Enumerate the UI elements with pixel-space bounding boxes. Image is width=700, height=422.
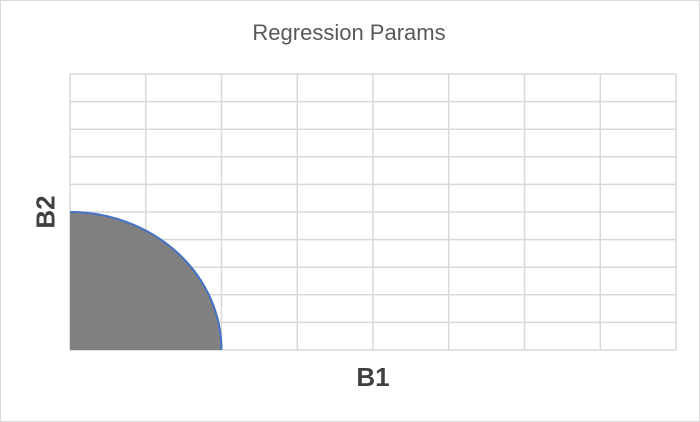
chart-title: Regression Params — [252, 20, 446, 45]
y-axis-label: B2 — [30, 195, 61, 229]
x-axis-label: B1 — [356, 362, 390, 392]
series-outline-0 — [69, 211, 223, 351]
series-layer — [69, 211, 223, 351]
series-area-0 — [70, 212, 222, 350]
